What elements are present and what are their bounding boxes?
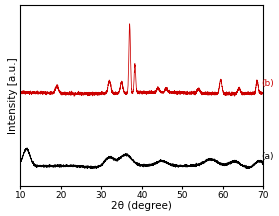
Text: (a): (a) [261, 152, 274, 161]
X-axis label: 2θ (degree): 2θ (degree) [111, 201, 172, 211]
Y-axis label: Intensity [a.u.]: Intensity [a.u.] [8, 57, 18, 134]
Text: (b): (b) [261, 79, 274, 88]
